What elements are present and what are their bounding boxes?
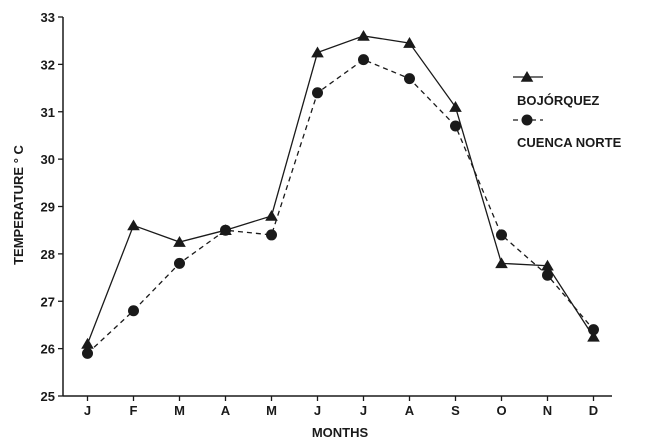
legend-label: CUENCA NORTE bbox=[517, 135, 622, 150]
triangle-point bbox=[403, 37, 416, 48]
y-tick-label: 26 bbox=[41, 342, 55, 357]
y-tick-label: 31 bbox=[41, 105, 55, 120]
triangle-point bbox=[449, 101, 462, 112]
circle-point bbox=[404, 73, 415, 85]
y-tick-label: 27 bbox=[41, 294, 55, 309]
x-tick-label: M bbox=[266, 403, 277, 418]
x-tick-label: A bbox=[221, 403, 231, 418]
series-2 bbox=[82, 54, 599, 359]
triangle-point bbox=[495, 257, 508, 269]
y-tick-label: 32 bbox=[41, 57, 55, 72]
legend-item-2: CUENCA NORTE bbox=[513, 114, 622, 150]
y-tick-label: 28 bbox=[41, 247, 55, 262]
circle-point bbox=[174, 257, 185, 269]
x-tick-label: D bbox=[589, 403, 598, 418]
legend-label: BOJÓRQUEZ bbox=[517, 93, 599, 108]
x-tick-label: J bbox=[314, 403, 321, 418]
plot-area bbox=[62, 17, 612, 397]
legend-item-1: BOJÓRQUEZ bbox=[513, 71, 599, 108]
triangle-point bbox=[311, 46, 324, 58]
series-1 bbox=[81, 29, 600, 349]
circle-point bbox=[266, 229, 277, 241]
circle-point bbox=[312, 87, 323, 99]
y-tick-label: 30 bbox=[41, 152, 55, 167]
legend-circle-icon bbox=[521, 114, 533, 126]
triangle-point bbox=[173, 236, 186, 247]
x-tick-label: S bbox=[451, 403, 460, 418]
x-tick-label: J bbox=[84, 403, 91, 418]
x-tick-label: A bbox=[405, 403, 415, 418]
series-line bbox=[87, 58, 594, 354]
circle-point bbox=[82, 347, 93, 359]
legend: BOJÓRQUEZ CUENCA NORTE bbox=[513, 71, 622, 150]
x-tick-label: J bbox=[360, 403, 367, 418]
circle-point bbox=[588, 324, 599, 336]
circle-point bbox=[542, 269, 553, 281]
x-tick-label: O bbox=[496, 403, 506, 418]
circle-point bbox=[496, 229, 507, 241]
triangle-point bbox=[265, 209, 278, 221]
y-tick-label: 29 bbox=[41, 200, 55, 215]
y-axis-ticks: 25 26 27 28 29 30 31 32 33 bbox=[41, 10, 63, 404]
series-line bbox=[86, 35, 595, 345]
triangle-point bbox=[541, 259, 554, 271]
x-tick-label: M bbox=[174, 403, 185, 418]
circle-point bbox=[358, 54, 369, 66]
triangle-point bbox=[357, 29, 370, 41]
circle-point bbox=[128, 305, 139, 317]
series-layer bbox=[81, 29, 600, 359]
legend-triangle-icon bbox=[520, 71, 534, 82]
x-axis-title: MONTHS bbox=[312, 425, 369, 440]
y-tick-label: 33 bbox=[41, 10, 55, 25]
x-tick-label: N bbox=[543, 403, 552, 418]
y-axis-title: TEMPERATURE ° C bbox=[11, 144, 26, 264]
triangle-point bbox=[127, 219, 140, 231]
circle-point bbox=[220, 224, 231, 236]
triangle-point bbox=[81, 337, 94, 349]
y-tick-label: 25 bbox=[41, 389, 55, 404]
triangle-point bbox=[587, 330, 600, 342]
x-tick-label: F bbox=[130, 403, 138, 418]
circle-point bbox=[450, 120, 461, 132]
